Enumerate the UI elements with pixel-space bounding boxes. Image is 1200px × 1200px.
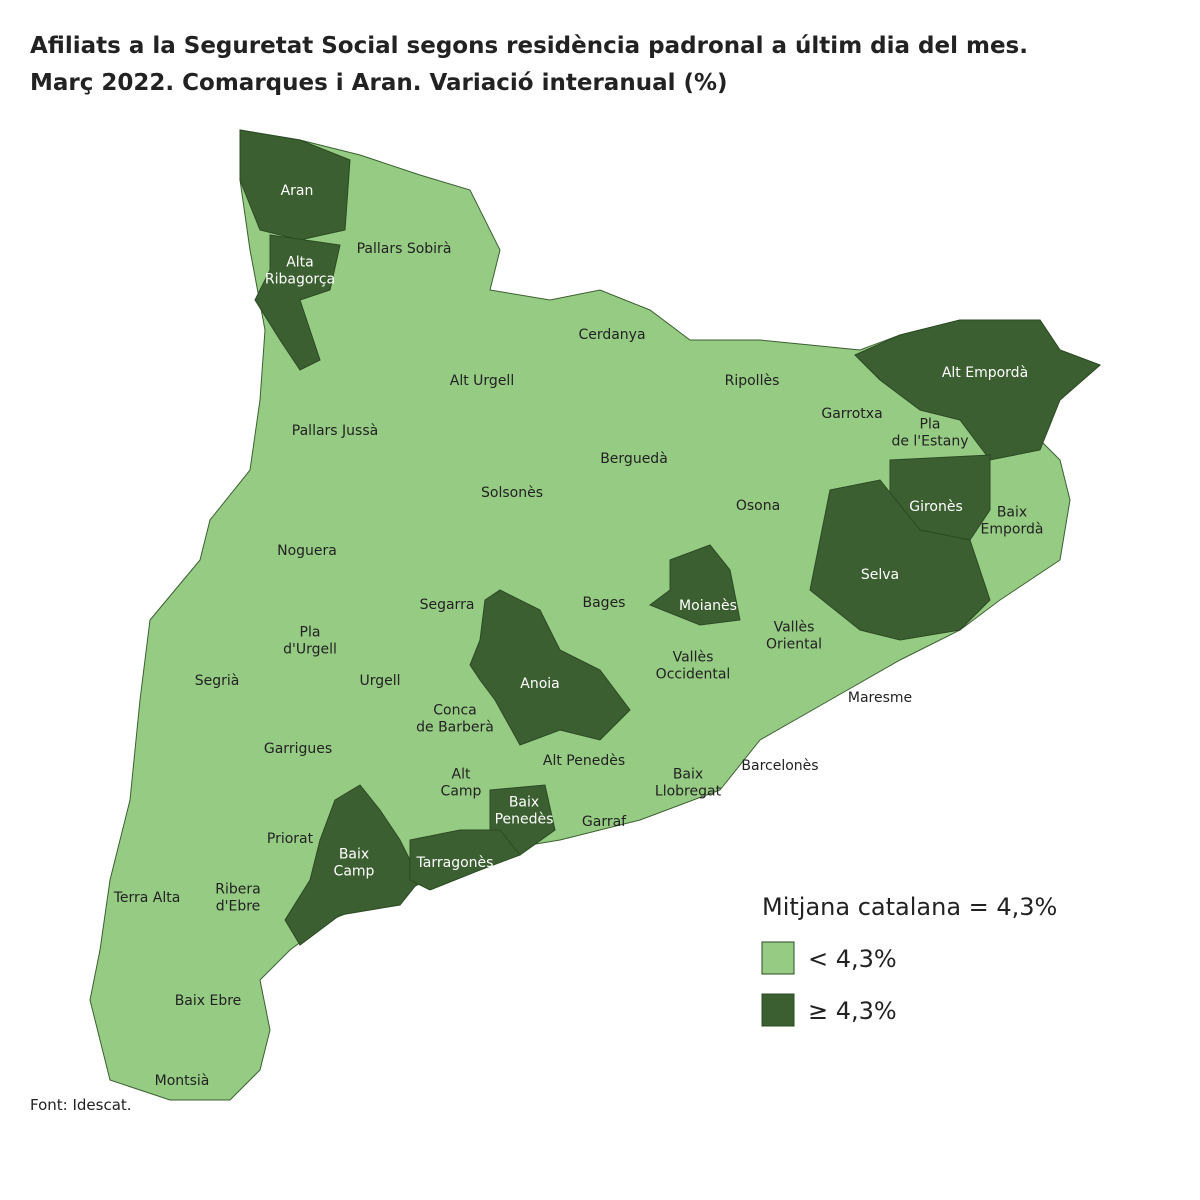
region-label: Ribagorça	[265, 272, 335, 288]
region-label: Camp	[334, 864, 375, 880]
region-label: Osona	[736, 498, 780, 514]
region-label: Gironès	[909, 499, 963, 515]
region-label: Pla	[300, 625, 321, 641]
region-label: Cerdanya	[578, 327, 645, 343]
legend-title: Mitjana catalana = 4,3%	[762, 893, 1057, 921]
region-label: Camp	[441, 784, 482, 800]
region	[284, 784, 421, 946]
region-label: de Barberà	[416, 720, 494, 736]
region-label: Vallès	[673, 650, 714, 666]
region-label: Aran	[281, 183, 314, 199]
region	[239, 129, 351, 241]
region-label: Anoia	[520, 676, 559, 692]
region-label: Segarra	[420, 597, 475, 613]
region-label: Noguera	[277, 543, 337, 559]
region-label: Segrià	[195, 673, 240, 689]
region	[809, 479, 991, 641]
region-label: d'Ebre	[216, 899, 261, 915]
region-label: Urgell	[359, 673, 400, 689]
region-label: Priorat	[267, 831, 314, 847]
region	[409, 829, 521, 891]
region-label: Baix	[997, 505, 1027, 521]
region-label: Berguedà	[600, 451, 668, 467]
region-label: de l'Estany	[891, 434, 968, 450]
region-label: Pallars Sobirà	[357, 241, 452, 257]
region-label: Selva	[861, 567, 899, 583]
region-label: Empordà	[981, 522, 1044, 538]
region-label: Garraf	[582, 814, 627, 830]
region-label: Occidental	[656, 667, 731, 683]
region-label: d'Urgell	[283, 642, 337, 658]
region-label: Vallès	[774, 620, 815, 636]
source: Font: Idescat.	[30, 1096, 132, 1114]
region-label: Garrigues	[264, 741, 332, 757]
title-line: Març 2022. Comarques i Aran. Variació in…	[30, 70, 728, 96]
region-label: Ribera	[215, 882, 260, 898]
legend-swatch	[761, 993, 795, 1027]
region	[254, 234, 341, 371]
region-label: Garrotxa	[821, 406, 882, 422]
legend-label: ≥ 4,3%	[808, 997, 897, 1025]
legend-swatch	[761, 941, 795, 975]
region-label: Alt Empordà	[942, 365, 1028, 381]
title-line: Afiliats a la Seguretat Social segons re…	[30, 33, 1028, 59]
region	[648, 544, 741, 626]
region-label: Baix Ebre	[175, 993, 242, 1009]
region-label: Tarragonès	[416, 855, 494, 871]
region-label: Moianès	[679, 598, 737, 614]
region-label: Pla	[920, 417, 941, 433]
region-label: Llobregat	[655, 784, 722, 800]
region-label: Oriental	[766, 637, 822, 653]
region-label: Barcelonès	[741, 758, 818, 774]
map	[89, 129, 1101, 1101]
region-label: Alta	[286, 255, 314, 271]
region	[854, 319, 1101, 461]
region-label: Penedès	[495, 812, 554, 828]
region-label: Baix	[339, 847, 369, 863]
region-label: Conca	[433, 703, 477, 719]
region-label: Alt Urgell	[450, 373, 514, 389]
region-label: Solsonès	[481, 485, 543, 501]
region-label: Maresme	[848, 690, 912, 706]
region-label: Terra Alta	[113, 890, 181, 906]
region	[469, 589, 631, 746]
region-label: Bages	[583, 595, 626, 611]
region-label: Montsià	[155, 1073, 210, 1089]
region-label: Alt	[452, 767, 471, 783]
legend-label: < 4,3%	[808, 945, 897, 973]
region-label: Baix	[673, 767, 703, 783]
region-label: Baix	[509, 795, 539, 811]
legend: < 4,3% ≥ 4,3%	[761, 941, 897, 1027]
region-label: Ripollès	[725, 373, 780, 389]
region-label: Alt Penedès	[543, 753, 625, 769]
region-label: Pallars Jussà	[292, 423, 378, 439]
